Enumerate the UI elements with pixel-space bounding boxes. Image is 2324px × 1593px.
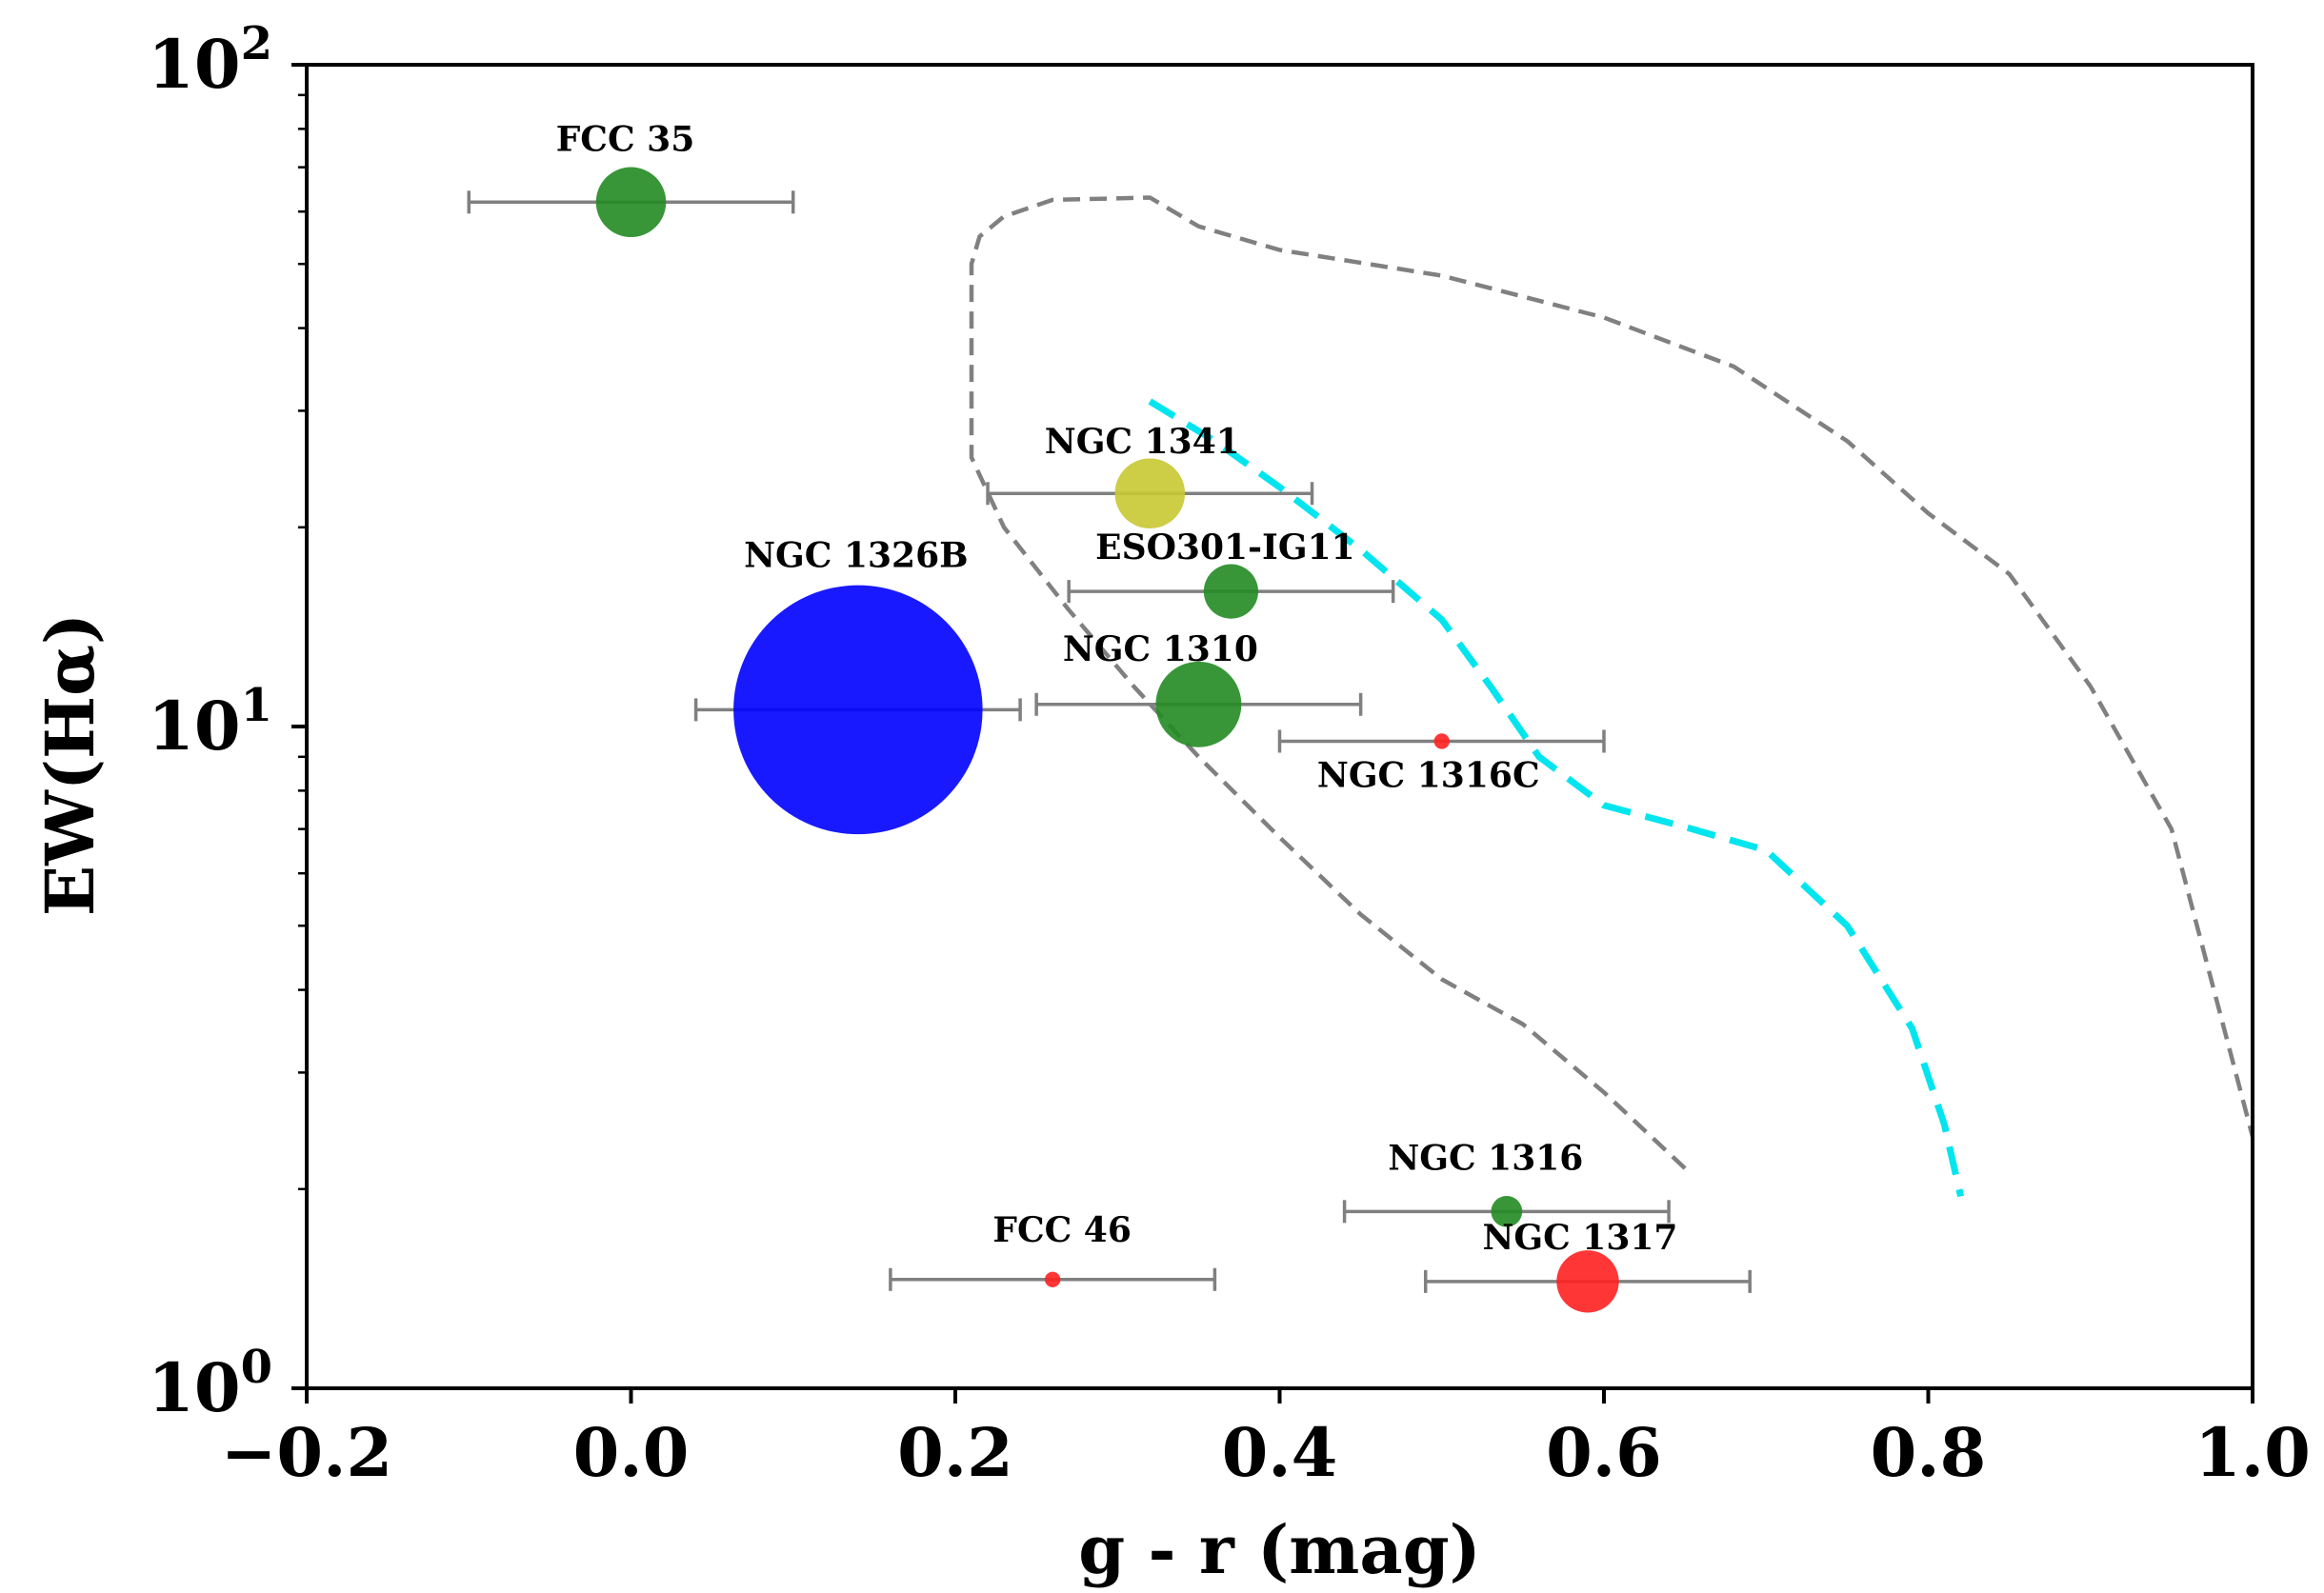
data-point-group — [1277, 729, 1606, 753]
y-tick-label: 101 — [148, 679, 272, 766]
data-point-group — [889, 1267, 1217, 1291]
point-label: NGC 1326B — [744, 535, 968, 575]
data-point — [1556, 1250, 1619, 1313]
point-label: NGC 1316 — [1388, 1138, 1583, 1178]
x-tick-label: −0.2 — [221, 1413, 392, 1492]
data-point — [1044, 1271, 1061, 1287]
point-label: NGC 1316C — [1317, 755, 1540, 795]
data-point — [595, 167, 667, 238]
y-tick-label: 102 — [148, 17, 272, 104]
x-tick-label: 0.8 — [1871, 1413, 1987, 1492]
point-label: ESO301-IG11 — [1095, 528, 1355, 568]
data-point-group — [1423, 1250, 1752, 1313]
data-point-group — [1342, 1195, 1671, 1227]
x-tick-label: 0.6 — [1546, 1413, 1662, 1492]
x-tick-label: 0.4 — [1222, 1413, 1338, 1492]
point-label: NGC 1317 — [1482, 1218, 1677, 1258]
contour-cyan — [1148, 398, 1965, 1198]
y-tick-label: 100 — [148, 1341, 272, 1427]
data-point-group — [1034, 661, 1363, 747]
point-label: FCC 35 — [556, 119, 695, 159]
data-point — [1155, 661, 1242, 747]
data-point — [1114, 458, 1186, 529]
data-point — [1491, 1195, 1523, 1227]
y-axis-title: EW(Hα) — [30, 613, 110, 916]
point-label: NGC 1310 — [1063, 629, 1258, 669]
data-point — [1433, 733, 1450, 749]
x-tick-label: 0.2 — [897, 1413, 1013, 1492]
data-point — [1203, 564, 1259, 619]
point-label: FCC 46 — [992, 1210, 1132, 1250]
data-point-group — [1067, 564, 1395, 619]
data-point — [733, 585, 983, 835]
data-point-group — [693, 585, 1022, 835]
data-point-group — [467, 167, 795, 238]
x-axis-title: g - r (mag) — [1078, 1510, 1481, 1589]
x-tick-label: 0.0 — [573, 1413, 690, 1492]
data-point-group — [986, 458, 1314, 529]
point-label: NGC 1341 — [1045, 422, 1240, 462]
x-tick-label: 1.0 — [2194, 1413, 2311, 1492]
